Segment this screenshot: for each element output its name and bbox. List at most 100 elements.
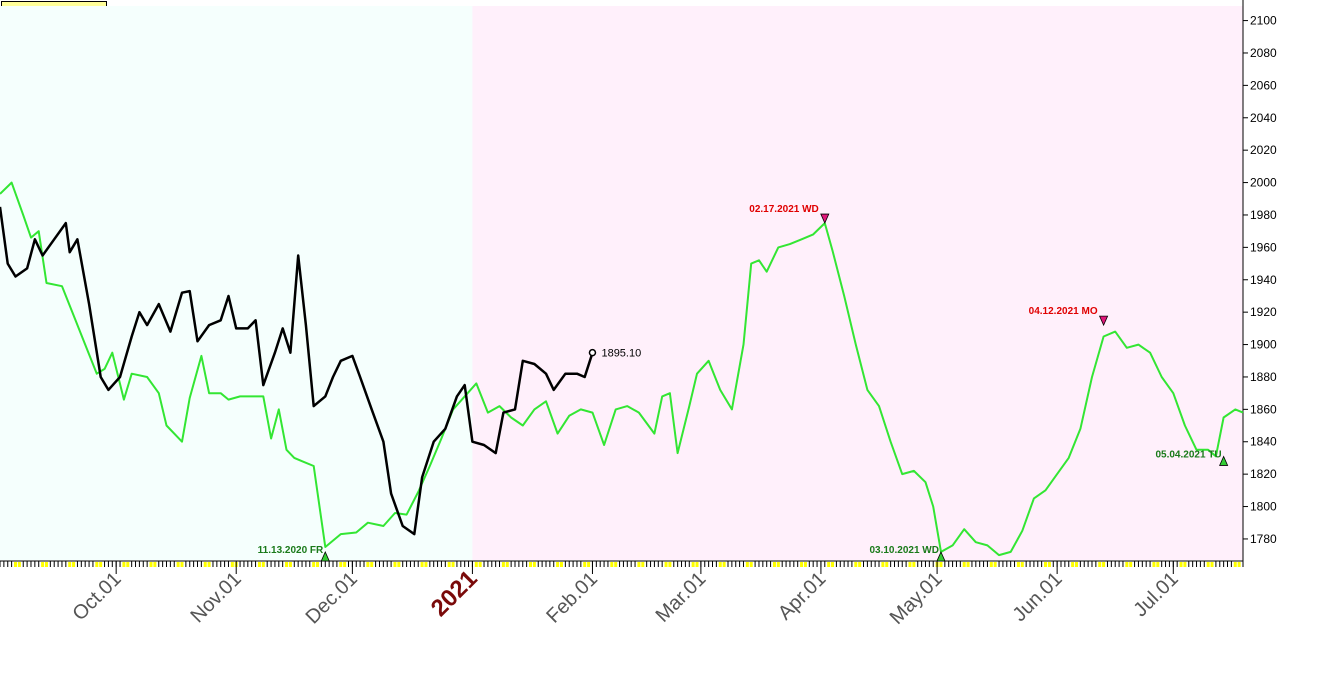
weekend-tick xyxy=(1237,562,1241,567)
weekend-tick xyxy=(610,562,614,567)
weekend-tick xyxy=(207,562,211,567)
low-annotation-label: 05.04.2021 TU xyxy=(1155,449,1221,460)
weekend-tick xyxy=(447,562,451,567)
weekend-tick xyxy=(993,562,997,567)
weekend-tick xyxy=(881,562,885,567)
weekend-tick xyxy=(858,562,862,567)
weekend-tick xyxy=(1206,562,1210,567)
weekend-tick xyxy=(420,562,424,567)
weekend-tick xyxy=(962,562,966,567)
price-series-line xyxy=(0,206,594,536)
weekend-tick xyxy=(1179,562,1183,567)
history-background xyxy=(0,6,473,560)
weekend-tick xyxy=(1044,562,1048,567)
weekend-tick xyxy=(501,562,505,567)
weekend-tick xyxy=(912,562,916,567)
weekend-tick xyxy=(44,562,48,567)
y-tick-label: 1940 xyxy=(1250,273,1277,287)
weekend-tick xyxy=(203,562,207,567)
y-tick-label: 2040 xyxy=(1250,111,1277,125)
weekend-tick xyxy=(1125,562,1129,567)
turning-point-annotations: 02.17.2021 WD 04.12.2021 MO 11.13.2020 FR 0… xyxy=(258,204,1229,562)
weekend-tick xyxy=(370,562,374,567)
weekend-tick xyxy=(831,562,835,567)
low-annotation-label: 03.10.2021 WD xyxy=(869,545,939,556)
weekend-tick xyxy=(637,562,641,567)
weekend-tick xyxy=(288,562,292,567)
low-marker xyxy=(1219,455,1229,466)
x-tick-label: Dec.01 xyxy=(302,568,362,628)
weekend-tick xyxy=(72,562,76,567)
weekend-tick xyxy=(803,562,807,567)
weekend-tick xyxy=(366,562,370,567)
x-tick-label: Apr.01 xyxy=(774,568,830,624)
weekend-tick xyxy=(122,562,126,567)
weekend-tick xyxy=(316,562,320,567)
weekend-tick xyxy=(939,562,943,567)
weekend-tick xyxy=(583,562,587,567)
weekend-tick xyxy=(230,562,234,567)
weekend-tick xyxy=(1098,562,1102,567)
weekend-tick xyxy=(559,562,563,567)
weekend-tick xyxy=(176,562,180,567)
last-value-marker: 1895.10 xyxy=(588,348,641,360)
x-tick-label: Jun.01 xyxy=(1009,568,1067,626)
weekend-tick xyxy=(1102,562,1106,567)
x-tick-label: Oct.01 xyxy=(68,568,125,625)
weekend-tick xyxy=(1210,562,1214,567)
weekend-tick xyxy=(885,562,889,567)
forecast-background xyxy=(472,6,1243,560)
weekend-tick xyxy=(1016,562,1020,567)
weekend-tick xyxy=(800,562,804,567)
weekend-tick xyxy=(474,562,478,567)
weekend-tick xyxy=(664,562,668,567)
y-tick-label: 1900 xyxy=(1250,338,1277,352)
weekend-tick xyxy=(718,562,722,567)
weekend-tick xyxy=(1020,562,1024,567)
weekend-tick xyxy=(285,562,289,567)
y-tick-label: 1920 xyxy=(1250,305,1277,319)
weekend-tick xyxy=(854,562,858,567)
weekend-tick xyxy=(776,562,780,567)
forecast-series-line xyxy=(0,181,1244,557)
weekend-tick xyxy=(587,562,591,567)
weekend-tick xyxy=(393,562,397,567)
weekend-tick xyxy=(749,562,753,567)
weekend-tick xyxy=(1047,562,1051,567)
x-tick-label: Mar.01 xyxy=(652,568,711,627)
x-tick-label-year: 2021 xyxy=(426,565,483,622)
weekend-tick xyxy=(1156,562,1160,567)
high-annotation-label: 02.17.2021 WD xyxy=(749,204,819,215)
weekend-tick xyxy=(99,562,103,567)
x-tick-label: Jul.01 xyxy=(1130,568,1183,621)
y-tick-label: 1840 xyxy=(1250,435,1277,449)
weekend-tick xyxy=(41,562,45,567)
weekend-tick xyxy=(17,562,21,567)
y-tick-label: 2100 xyxy=(1250,14,1277,28)
last-value-dot xyxy=(588,348,597,357)
y-tick-label: 2080 xyxy=(1250,46,1277,60)
weekend-tick xyxy=(478,562,482,567)
low-marker xyxy=(936,551,946,562)
y-tick-label: 2020 xyxy=(1250,143,1277,157)
weekend-tick xyxy=(641,562,645,567)
weekend-tick xyxy=(1129,562,1133,567)
weekend-tick xyxy=(745,562,749,567)
high-marker xyxy=(820,213,830,225)
weekend-tick xyxy=(339,562,343,567)
weekend-tick xyxy=(1183,562,1187,567)
weekend-tick xyxy=(668,562,672,567)
weekend-tick xyxy=(149,562,153,567)
y-axis: 1780 1800 1820 1840 1860 1880 1900 1920 1940 1960… xyxy=(1242,0,1277,562)
weekend-tick xyxy=(529,562,533,567)
x-tick-label: Feb.01 xyxy=(542,568,602,628)
weekend-tick xyxy=(126,562,130,567)
weekend-tick xyxy=(1152,562,1156,567)
weekend-tick xyxy=(989,562,993,567)
weekend-tick xyxy=(908,562,912,567)
weekend-tick xyxy=(1071,562,1075,567)
weekend-tick xyxy=(556,562,560,567)
weekend-tick xyxy=(180,562,184,567)
y-tick-label: 2060 xyxy=(1250,78,1277,92)
